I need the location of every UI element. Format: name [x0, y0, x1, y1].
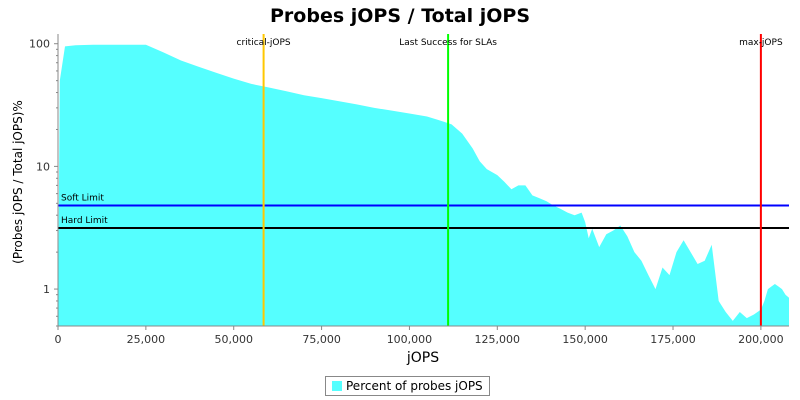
- y-tick-label: 100: [29, 38, 50, 51]
- x-tick-label: 0: [55, 333, 62, 346]
- x-tick-label: 100,000: [387, 333, 433, 346]
- x-tick-label: 25,000: [127, 333, 166, 346]
- chart-title: Probes jOPS / Total jOPS: [270, 5, 530, 27]
- x-tick-label: 175,000: [650, 333, 696, 346]
- x-tick-label: 125,000: [475, 333, 521, 346]
- chart: Probes jOPS / Total jOPS Soft Limit Hard …: [11, 5, 789, 366]
- x-axis-label: jOPS: [406, 350, 439, 366]
- y-tick-label: 10: [36, 160, 50, 173]
- legend: Percent of probes jOPS: [325, 376, 490, 396]
- legend-swatch: [332, 381, 342, 391]
- vline-label-1: Last Success for SLAs: [399, 38, 497, 48]
- x-tick-label: 200,000: [738, 333, 784, 346]
- plot-area: Soft Limit Hard Limit critical-jOPS Last Su…: [29, 34, 789, 346]
- x-tick-label: 150,000: [562, 333, 608, 346]
- vline-label-2: max-jOPS: [739, 38, 783, 48]
- hline-label-1: Hard Limit: [61, 216, 108, 226]
- series-area-0: [58, 44, 789, 326]
- vline-label-0: critical-jOPS: [237, 38, 291, 48]
- legend-series-label: Percent of probes jOPS: [346, 379, 483, 393]
- y-axis-label: (Probes jOPS / Total jOPS)%: [11, 100, 25, 264]
- hline-label-0: Soft Limit: [61, 193, 104, 203]
- x-tick-label: 50,000: [214, 333, 253, 346]
- x-tick-label: 75,000: [302, 333, 341, 346]
- y-tick-label: 1: [43, 283, 50, 296]
